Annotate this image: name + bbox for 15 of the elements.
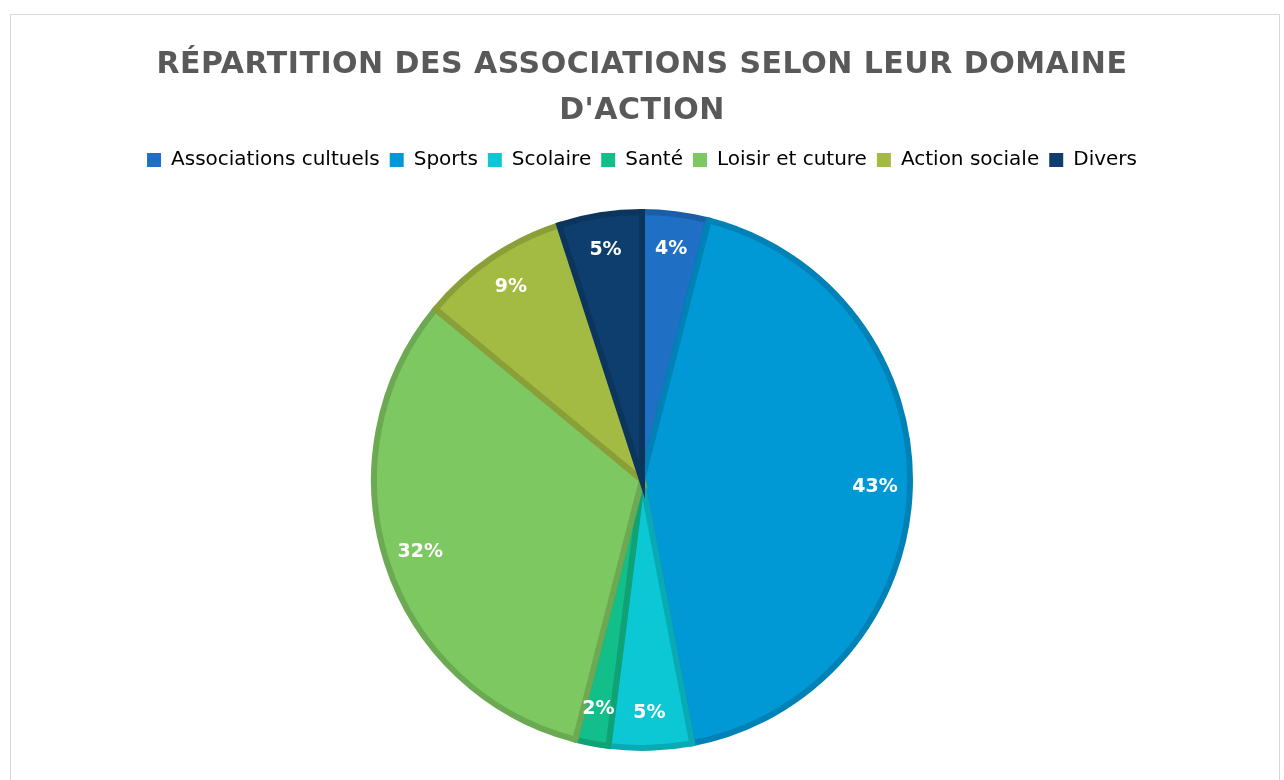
legend-label: Loisir et cuture [716, 146, 867, 171]
data-label: 2% [582, 695, 615, 718]
data-label: 5% [589, 236, 622, 259]
data-label: 43% [852, 474, 898, 497]
chart-title: RÉPARTITION DES ASSOCIATIONS SELON LEUR DOMAINE D'ACTION [155, 44, 1129, 128]
legend-label: Action sociale [900, 146, 1040, 171]
legend-label: Associations cultuels [171, 146, 380, 171]
data-label: 32% [397, 538, 443, 561]
legend-label: Scolaire [511, 146, 592, 171]
data-label: 9% [494, 274, 528, 297]
data-label: 4% [655, 235, 688, 258]
legend-label: Santé [625, 146, 683, 171]
legend-label: Sports [413, 146, 478, 171]
data-label: 5% [633, 699, 666, 722]
legend-label: Divers [1073, 146, 1137, 171]
